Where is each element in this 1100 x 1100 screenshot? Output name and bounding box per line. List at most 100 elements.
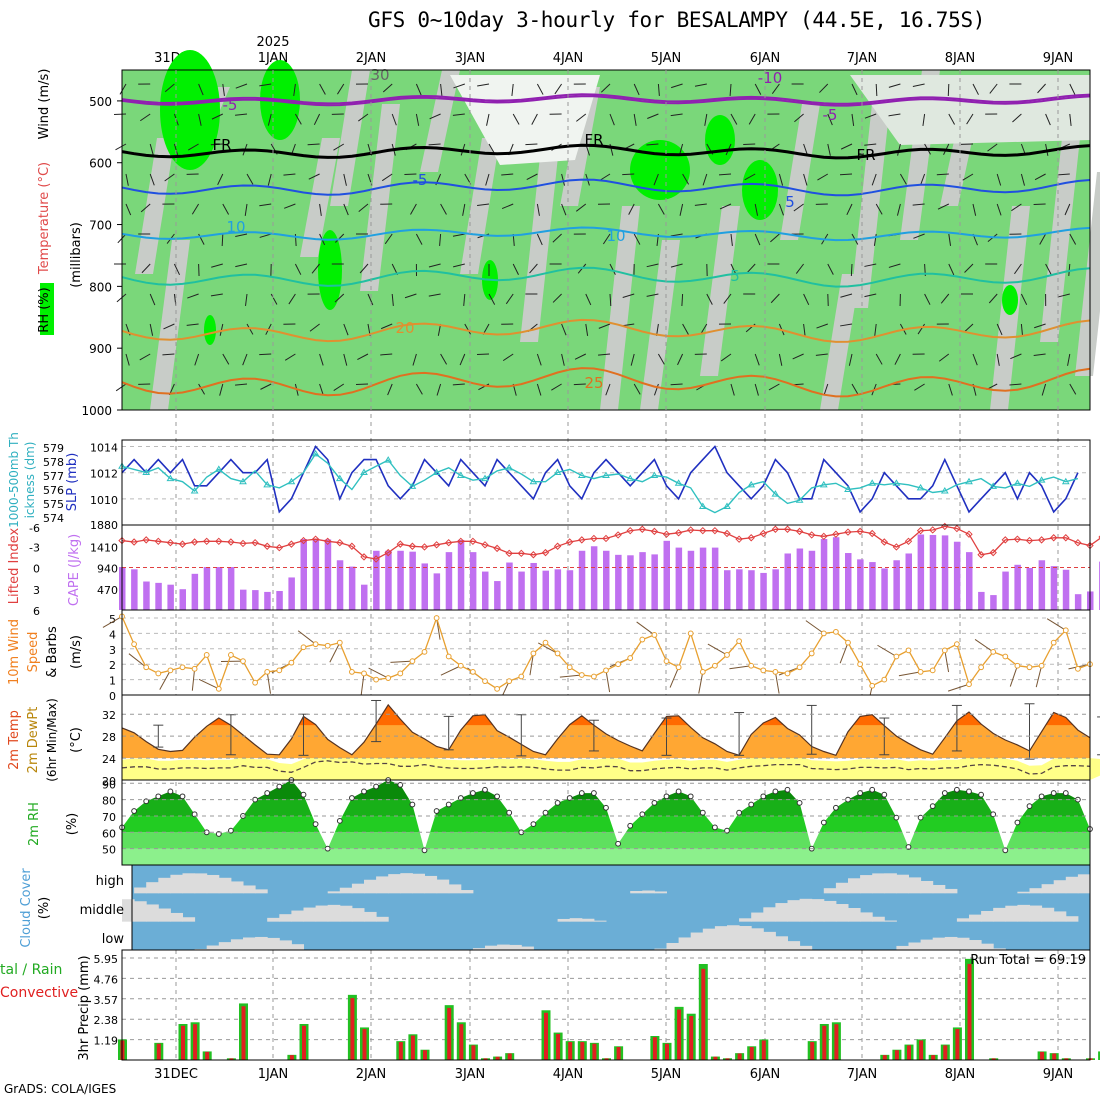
wind-tick-3: 3: [109, 644, 116, 657]
cloud-cover-cell: [848, 878, 861, 894]
temp-axis-label: 2m Temp: [7, 710, 22, 770]
lifted-index-point: [541, 548, 550, 557]
top-date-9JAN: 9JAN: [1043, 51, 1074, 66]
cape-bar: [1062, 569, 1070, 610]
upper-wind-barb: [940, 293, 950, 304]
upper-wind-barb: [966, 113, 974, 125]
upper-wind-barb: [851, 113, 855, 126]
cloud-axis-label: Cloud Cover: [19, 868, 34, 948]
upper-wind-barb: [803, 293, 810, 306]
upper-wind-barb: [771, 83, 780, 94]
upper-wind-barb: [719, 203, 732, 210]
upper-wind-barb: [245, 293, 248, 306]
cloud-cover-cell: [182, 873, 196, 894]
contour-label: -5: [413, 171, 428, 189]
precip-convective-bar: [229, 1058, 234, 1060]
thickness-point: [698, 502, 707, 509]
upper-wind-barb: [235, 383, 248, 386]
upper-wind-barb: [210, 143, 223, 146]
upper-wind-barb: [851, 383, 859, 395]
cloud-cover-cell: [1017, 891, 1030, 894]
upper-wind-barb: [875, 203, 883, 215]
rh-point: [530, 821, 537, 828]
upper-wind-barb: [410, 203, 417, 215]
lifted-index-point: [469, 537, 477, 545]
upper-wind-barb: [260, 383, 272, 390]
cloud-cover-cell: [351, 908, 365, 922]
lifted-index-axis-label: Lifted Index: [7, 527, 22, 604]
rh-point: [1038, 793, 1045, 800]
cloud-cover-cell: [969, 940, 982, 950]
upper-wind-barb: [599, 173, 611, 181]
cloud-cover-cell: [1017, 904, 1030, 922]
lifted-index-point: [699, 526, 707, 535]
cape-bar: [482, 571, 489, 610]
cloud-cover-cell: [993, 948, 1006, 950]
precip-convective-bar: [205, 1051, 210, 1060]
cloud-cover-cell: [787, 900, 801, 922]
cape-bar: [1050, 566, 1058, 610]
upper-wind-barb: [357, 353, 369, 361]
upper-wind-barb: [899, 173, 907, 185]
temp-tick-20: 20: [102, 775, 116, 788]
precip-convective-bar: [665, 1043, 669, 1060]
10m-wind-barb: [944, 650, 950, 673]
cloud-cover-cell: [714, 926, 728, 950]
10m-wind-point: [820, 630, 827, 637]
lifted-index-point: [396, 540, 405, 548]
cape-bar: [1026, 567, 1033, 610]
upper-wind-barb: [477, 83, 490, 87]
10m-wind-point: [808, 650, 815, 657]
precip-convective-bar: [677, 1009, 682, 1060]
thickness-point: [263, 480, 272, 488]
upper-wind-barb: [488, 293, 496, 305]
lifted-index-point: [868, 529, 876, 538]
contour-25: [121, 367, 1091, 398]
thickness-point: [239, 477, 247, 485]
precip-convective-bar: [967, 963, 972, 1060]
upper-wind-barb: [964, 263, 974, 273]
cloud-cover-cell: [956, 937, 970, 950]
contour-label: 5: [785, 193, 795, 211]
upper-wind-barb: [922, 113, 926, 126]
upper-wind-barb: [700, 323, 708, 335]
lifted-index-point: [723, 529, 731, 538]
upper-wind-barb: [367, 293, 374, 306]
rh-point: [554, 799, 561, 806]
rh-point: [615, 840, 621, 847]
precip-convective-bar: [834, 1024, 839, 1060]
10m-wind-barb: [805, 620, 825, 634]
10m-wind-point: [978, 664, 984, 671]
thickness-tick-574: 574: [43, 512, 64, 525]
upper-wind-barb: [415, 113, 420, 126]
cloud-cover-cell: [920, 939, 934, 950]
10m-wind-point: [772, 669, 779, 675]
cape-bar: [276, 591, 283, 610]
upper-wind-barb: [1069, 383, 1077, 395]
bottom-date-1JAN: 1JAN: [258, 1067, 289, 1082]
10m-wind-point: [554, 650, 561, 657]
cloud-cover-cell: [884, 873, 897, 894]
upper-wind-barb: [139, 353, 151, 361]
upper-wind-barb: [187, 143, 199, 151]
rh-point: [445, 801, 452, 808]
cloud-cover-cell: [388, 874, 401, 894]
rh-point: [1050, 790, 1057, 796]
lifted-index-point: [384, 548, 392, 557]
pressure-tick-600: 600: [89, 157, 112, 171]
rh-tick-80: 80: [102, 795, 116, 808]
precip-convective-bar: [713, 1056, 718, 1060]
upper-wind-barb: [536, 203, 540, 216]
10m-wind-point: [578, 672, 585, 678]
precip-convective-bar: [483, 1058, 488, 1060]
upper-wind-barb: [512, 263, 519, 275]
contour-label: FR: [856, 146, 875, 164]
lifted-index-point: [578, 536, 586, 544]
upper-wind-barb: [605, 383, 611, 396]
upper-wind-barb: [412, 353, 417, 366]
precip-convective-bar: [725, 1058, 730, 1060]
10m-wind-point: [131, 641, 138, 648]
upper-wind-barb: [1033, 353, 1046, 357]
cloud-cover-cell: [860, 875, 873, 894]
lifted-index-point: [795, 527, 804, 536]
